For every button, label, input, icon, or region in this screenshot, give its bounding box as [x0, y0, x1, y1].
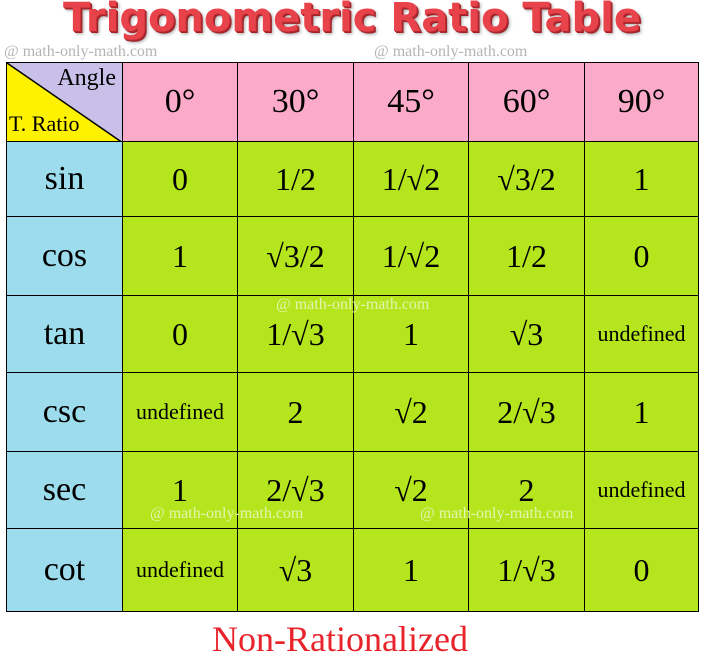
- footer-note: Non-Rationalized: [212, 619, 468, 659]
- value-cell: 1/√2: [353, 216, 469, 296]
- value-cell: 1/2: [468, 216, 585, 296]
- table-row: sec 1 2/√3 √2 2 undefined: [6, 451, 699, 529]
- value-cell: √3: [237, 528, 354, 612]
- angle-header: 45°: [353, 62, 469, 142]
- function-name-cell: sin: [6, 141, 123, 217]
- value-cell: 0: [122, 141, 238, 217]
- value-cell: 2/√3: [468, 372, 585, 452]
- table-row: csc undefined 2 √2 2/√3 1: [6, 372, 699, 452]
- function-name-cell: tan: [6, 295, 123, 373]
- value-cell: 1: [122, 451, 238, 529]
- value-cell: 1/√3: [468, 528, 585, 612]
- value-cell: 1/2: [237, 141, 354, 217]
- value-cell: √3: [468, 295, 585, 373]
- watermark: @ math-only-math.com: [150, 505, 304, 522]
- angle-label: Angle: [57, 65, 116, 91]
- value-cell: undefined: [122, 528, 238, 612]
- value-cell: 1: [584, 372, 699, 452]
- value-cell: 0: [584, 528, 699, 612]
- function-name-cell: cos: [6, 216, 123, 296]
- corner-diagonal: [7, 63, 122, 141]
- function-name-cell: csc: [6, 372, 123, 452]
- watermark: @ math-only-math.com: [4, 43, 158, 60]
- value-cell: √2: [353, 451, 469, 529]
- value-cell: undefined: [584, 295, 699, 373]
- value-cell: 2: [237, 372, 354, 452]
- value-cell: 1: [353, 295, 469, 373]
- value-cell: 1: [122, 216, 238, 296]
- page-title: Trigonometric Ratio Table: [62, 0, 642, 41]
- value-cell: 1/√2: [353, 141, 469, 217]
- value-cell: 0: [584, 216, 699, 296]
- function-name-cell: cot: [6, 528, 123, 612]
- value-cell: √3/2: [468, 141, 585, 217]
- value-cell: √3/2: [237, 216, 354, 296]
- table-row: cos 1 √3/2 1/√2 1/2 0: [6, 216, 699, 296]
- trig-ratio-table: Angle T. Ratio 0° 30° 45° 60° 90° sin 0 1/…: [6, 62, 699, 612]
- table-row: sin 0 1/2 1/√2 √3/2 1: [6, 141, 699, 217]
- value-cell: 1: [584, 141, 699, 217]
- value-cell: 1: [353, 528, 469, 612]
- corner-cell: Angle T. Ratio: [6, 62, 123, 142]
- value-cell: 1/√3: [237, 295, 354, 373]
- watermark: @ math-only-math.com: [420, 505, 574, 522]
- ratio-label: T. Ratio: [9, 111, 80, 136]
- angle-header: 90°: [584, 62, 699, 142]
- function-name-cell: sec: [6, 451, 123, 529]
- table-row: cot undefined √3 1 1/√3 0: [6, 528, 699, 612]
- value-cell: 0: [122, 295, 238, 373]
- value-cell: undefined: [122, 372, 238, 452]
- angle-header: 30°: [237, 62, 354, 142]
- header-row: Angle T. Ratio 0° 30° 45° 60° 90°: [6, 62, 699, 142]
- watermark: @ math-only-math.com: [276, 296, 430, 313]
- table-row: tan 0 1/√3 1 √3 undefined: [6, 295, 699, 373]
- value-cell: undefined: [584, 451, 699, 529]
- value-cell: √2: [353, 372, 469, 452]
- angle-header: 0°: [122, 62, 238, 142]
- watermark: @ math-only-math.com: [374, 43, 528, 60]
- angle-header: 60°: [468, 62, 585, 142]
